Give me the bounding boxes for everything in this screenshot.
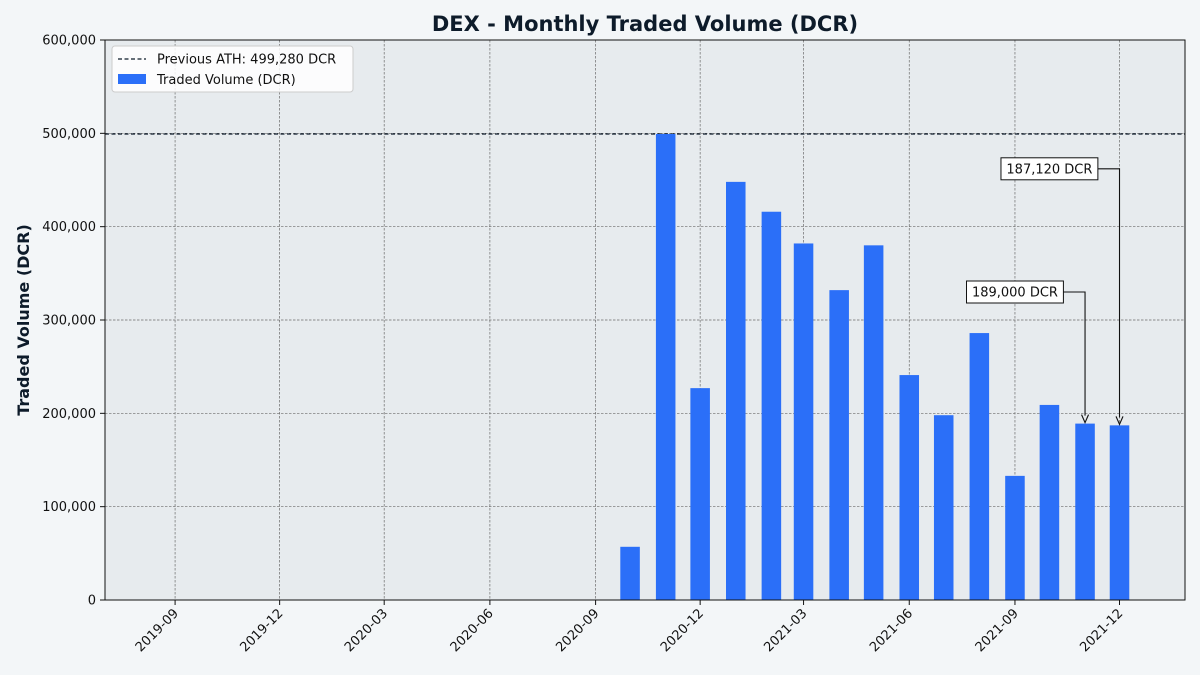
- legend: Previous ATH: 499,280 DCR Traded Volume …: [111, 45, 354, 93]
- bar: [933, 415, 954, 600]
- bar: [793, 243, 814, 600]
- x-tick-label: 2020-12: [658, 606, 707, 655]
- annotation-arrowhead: [1081, 414, 1090, 424]
- annotation-box: [1000, 157, 1099, 181]
- y-tick-label: 200,000: [42, 407, 96, 422]
- annotation-connector: [1097, 168, 1121, 418]
- x-tick-label: 2020-03: [342, 606, 391, 655]
- bar: [1039, 404, 1060, 600]
- x-axis-ticks: 2019-09 2019-12 2020-03 2020-06 2020-09 2020-…: [133, 600, 1126, 655]
- x-tick-label: 2020-09: [553, 606, 602, 655]
- x-tick-label: 2021-03: [761, 606, 810, 655]
- legend-volume-label: Traded Volume (DCR): [156, 73, 296, 88]
- x-tick-label: 2021-09: [973, 606, 1022, 655]
- y-tick-label: 300,000: [42, 314, 96, 329]
- bar: [761, 211, 782, 600]
- bar: [863, 245, 884, 601]
- bar: [969, 333, 990, 600]
- bar: [1075, 423, 1095, 600]
- y-tick-label: 600,000: [42, 34, 96, 49]
- y-axis-ticks: 0 100,000 200,000 300,000 400,000 500,000 600,…: [42, 34, 105, 609]
- legend-ath-label: Previous ATH: 499,280 DCR: [157, 53, 336, 68]
- x-tick-label: 2021-12: [1077, 606, 1126, 655]
- legend-volume-swatch: [118, 74, 146, 84]
- y-tick-label: 400,000: [42, 220, 96, 235]
- annotation-arrowhead: [1115, 416, 1124, 426]
- bar: [829, 290, 849, 600]
- grid-lines: [105, 40, 1185, 600]
- bar: [655, 134, 676, 600]
- y-tick-label: 0: [88, 594, 96, 609]
- bar: [726, 181, 746, 600]
- bar: [620, 546, 640, 600]
- annotation-label: 187,120 DCR: [1006, 162, 1092, 177]
- legend-box: [111, 45, 354, 93]
- y-axis-label: Traded Volume (DCR): [14, 224, 33, 416]
- x-tick-label: 2020-06: [448, 606, 497, 655]
- bar: [690, 388, 710, 600]
- x-tick-label: 2021-06: [867, 606, 916, 655]
- chart-title: DEX - Monthly Traded Volume (DCR): [432, 12, 858, 36]
- y-tick-label: 500,000: [42, 127, 96, 142]
- y-tick-label: 100,000: [42, 500, 96, 515]
- annotation-box: [966, 280, 1064, 304]
- bar: [899, 375, 920, 600]
- x-tick-label: 2019-12: [237, 606, 286, 655]
- bar: [1005, 475, 1025, 600]
- annotations: 189,000 DCR 187,120 DCR: [966, 157, 1124, 426]
- x-tick-label: 2019-09: [133, 606, 182, 655]
- bar-series: [620, 134, 1130, 601]
- bar: [1109, 425, 1130, 600]
- annotation-label: 189,000 DCR: [972, 286, 1058, 301]
- annotation-connector: [1063, 291, 1086, 416]
